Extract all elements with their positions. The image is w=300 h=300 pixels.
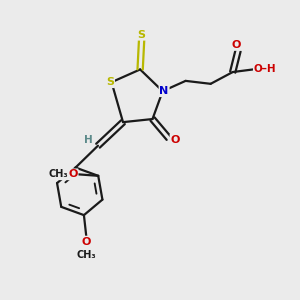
Text: N: N	[160, 86, 169, 96]
Text: S: S	[106, 77, 114, 87]
Text: O–H: O–H	[254, 64, 276, 74]
Text: O: O	[170, 135, 180, 145]
Text: O: O	[232, 40, 241, 50]
Text: H: H	[84, 135, 93, 146]
Text: CH₃: CH₃	[76, 250, 96, 260]
Text: O: O	[82, 237, 91, 247]
Text: S: S	[138, 30, 146, 40]
Text: O: O	[68, 169, 78, 179]
Text: CH₃: CH₃	[48, 169, 68, 179]
